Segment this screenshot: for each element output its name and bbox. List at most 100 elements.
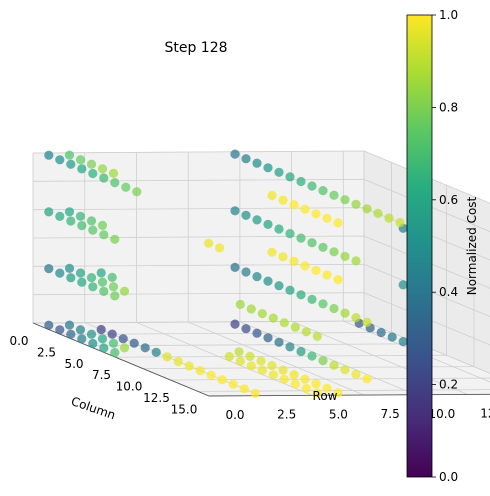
scatter-point: [351, 313, 361, 323]
scatter-point: [107, 272, 117, 282]
scatter-point: [289, 370, 299, 380]
y-tick-label: 12.5: [480, 406, 490, 420]
scatter-point: [257, 365, 267, 375]
scatter-point: [398, 280, 408, 290]
colorbar-tick-label: 1.0: [439, 8, 458, 22]
scatter-point: [108, 338, 119, 348]
scatter-point: [267, 360, 277, 371]
scatter-point: [86, 159, 97, 169]
scatter-point: [384, 213, 394, 223]
scatter-point: [44, 264, 54, 274]
scatter-point: [184, 361, 194, 371]
scatter-point: [376, 327, 386, 338]
scatter-point: [285, 229, 295, 239]
scatter-point: [97, 164, 108, 174]
scatter-point: [279, 374, 289, 384]
scatter-point: [77, 334, 87, 344]
scatter-point: [307, 181, 317, 191]
scatter-point: [241, 324, 251, 334]
scatter-point: [230, 149, 240, 159]
scatter-point: [311, 265, 321, 275]
scatter-point: [132, 187, 142, 197]
scatter-point: [274, 224, 284, 234]
scatter-point: [230, 262, 240, 272]
y-tick-label: 0.0: [225, 408, 244, 422]
scatter-point: [256, 356, 266, 366]
scatter-point: [318, 356, 328, 366]
scatter-point: [140, 343, 150, 353]
scatter-point: [296, 290, 306, 300]
scatter-point: [351, 256, 361, 266]
scatter-points: [44, 149, 419, 398]
scatter-point: [351, 369, 361, 379]
scatter-point: [279, 318, 289, 328]
x-axis-label: Column: [69, 394, 117, 422]
scatter-point: [318, 242, 328, 252]
scatter-point: [99, 230, 109, 240]
colorbar-tick-label: 0.6: [439, 193, 458, 207]
scatter-point: [88, 225, 98, 235]
scatter-point: [300, 374, 310, 384]
scatter-point: [301, 327, 311, 337]
scatter-point: [129, 338, 139, 348]
scatter-point: [230, 206, 240, 216]
grid-line-z: [32, 150, 490, 204]
scatter-point: [97, 334, 108, 344]
scatter-point: [173, 356, 183, 367]
scatter-point: [307, 294, 317, 304]
colorbar: 0.0 0.2 0.4 0.6 0.8 1.0 Normalized Cost: [406, 8, 479, 484]
scatter-point: [224, 351, 234, 362]
scatter-point: [66, 329, 76, 339]
scatter-point: [362, 317, 372, 327]
scatter-point: [278, 252, 288, 262]
x-tick-label: 5.0: [64, 357, 83, 371]
scatter-point: [263, 276, 273, 286]
scatter-point: [318, 299, 328, 309]
scatter-point: [235, 299, 245, 309]
x-tick-label: 2.5: [37, 345, 56, 359]
x-axis-line: [32, 322, 210, 397]
scatter-point: [110, 291, 120, 301]
scatter-point: [55, 211, 65, 221]
y-tick-label: 7.5: [381, 407, 400, 421]
scatter-point: [121, 182, 131, 192]
scatter-point: [395, 217, 405, 228]
x-tick-label: 0.0: [9, 334, 28, 348]
scatter-point: [268, 313, 278, 323]
grid-line-z: [32, 292, 490, 346]
scatter-point: [86, 273, 97, 283]
scatter-point: [373, 208, 383, 218]
scatter-point: [252, 328, 262, 338]
scatter-point: [311, 209, 321, 219]
scatter-point: [278, 365, 288, 375]
scatter-point: [162, 352, 172, 362]
scatter-point: [88, 282, 98, 292]
scatter-point: [77, 221, 87, 231]
scatter-point: [252, 272, 262, 282]
colorbar-label: Normalized Cost: [465, 196, 479, 295]
colorbar-gradient: [406, 14, 433, 478]
y-tick-label: 5.0: [329, 407, 348, 421]
scatter-point: [252, 158, 262, 168]
scatter-point: [119, 343, 130, 353]
scatter-point: [66, 216, 76, 226]
scatter-point: [246, 361, 256, 371]
scatter-point: [329, 190, 339, 200]
y-axis-line: [208, 393, 490, 397]
scatter-point: [257, 309, 267, 319]
scatter-point: [206, 370, 216, 380]
scatter-point: [333, 388, 343, 398]
scatter-point: [333, 275, 343, 285]
scatter-point: [307, 351, 317, 361]
scatter-point: [387, 332, 397, 342]
y-tick-label: 10.0: [429, 407, 456, 421]
scatter-point: [290, 322, 300, 332]
colorbar-ticks: 0.0 0.2 0.4 0.6 0.8 1.0: [432, 8, 458, 484]
scatter-point: [263, 219, 273, 229]
scatter-point: [250, 388, 260, 398]
scatter-point: [285, 285, 295, 295]
scatter-point: [110, 234, 120, 244]
scatter-point: [340, 251, 350, 261]
scatter-point: [245, 351, 255, 361]
scatter-point: [118, 334, 128, 344]
